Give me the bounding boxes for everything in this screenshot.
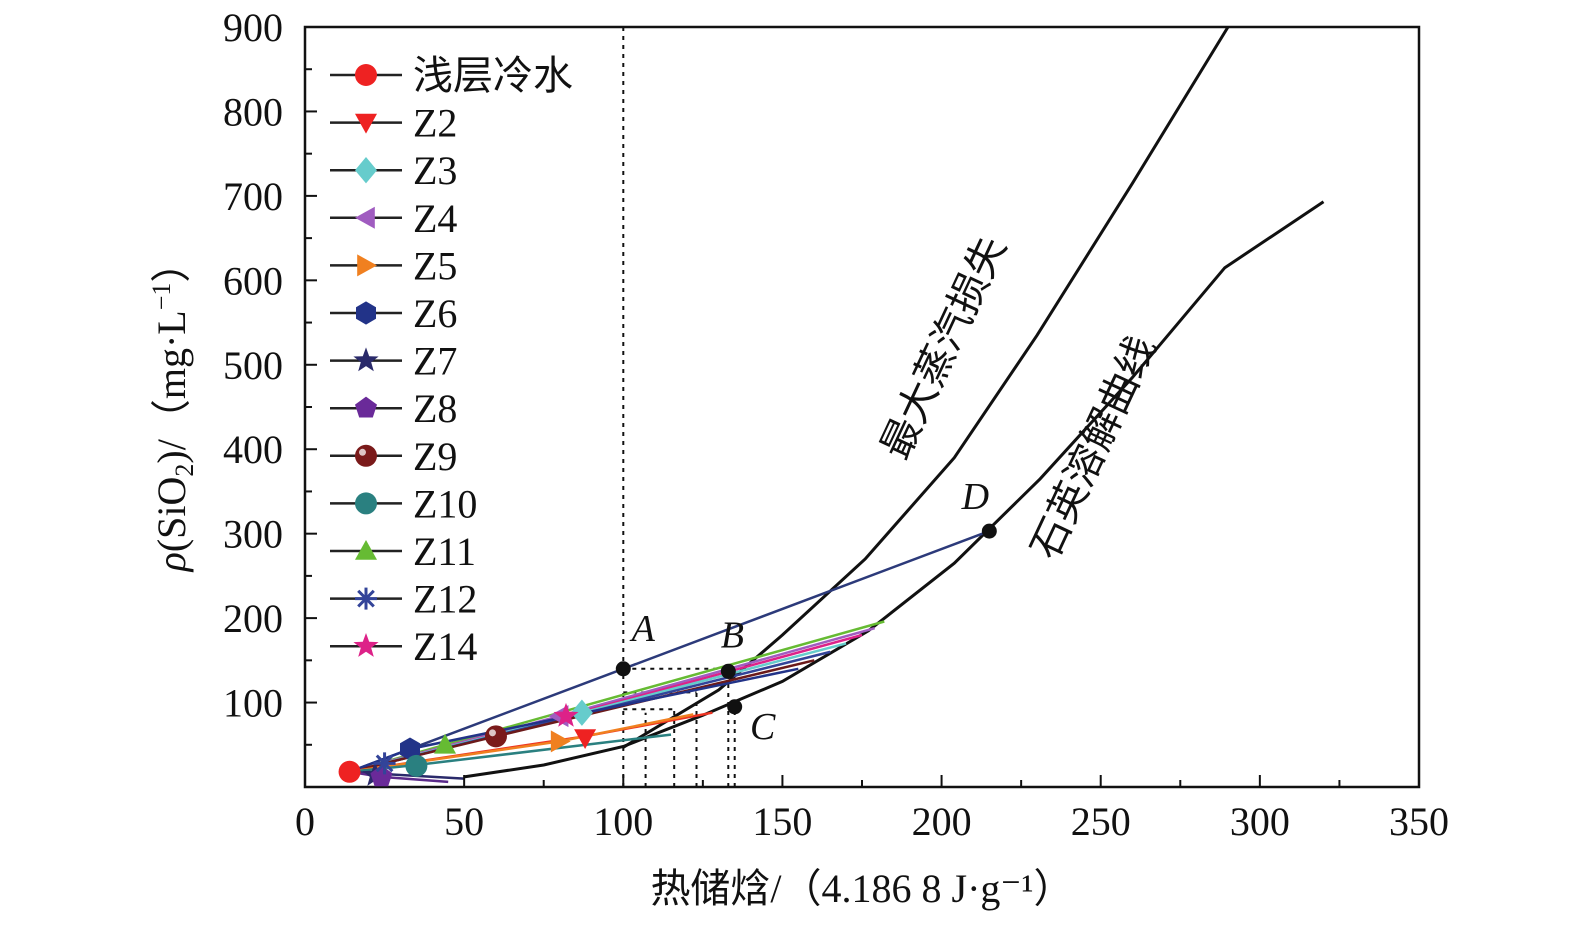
x-tick-label: 300	[1230, 799, 1290, 844]
legend-label: Z8	[413, 386, 457, 431]
key-point-B	[721, 664, 736, 679]
x-tick-label: 250	[1071, 799, 1131, 844]
y-tick-label: 200	[223, 596, 283, 641]
y-tick-label: 800	[223, 89, 283, 134]
x-tick-label: 50	[444, 799, 484, 844]
y-axis-title-pre: (SiO	[149, 477, 194, 553]
y-tick-label: 100	[223, 681, 283, 726]
legend-label: Z4	[413, 196, 457, 241]
data-point-9-body	[485, 725, 507, 747]
y-tick-label: 900	[223, 5, 283, 50]
x-tick-label: 350	[1389, 799, 1449, 844]
key-point-label-D: D	[961, 476, 989, 518]
curve-label-quartz: 石英溶解曲线	[1022, 329, 1164, 566]
legend-label: Z9	[413, 434, 457, 479]
data-point-12	[374, 752, 396, 774]
key-point-A	[616, 661, 631, 676]
key-point-label-A: A	[629, 608, 656, 650]
legend-label: Z14	[413, 624, 477, 669]
legend-marker	[355, 445, 377, 467]
legend-marker	[355, 207, 375, 229]
plot-frame	[305, 27, 1419, 787]
legend-marker	[353, 347, 378, 371]
y-tick-label: 700	[223, 174, 283, 219]
legend-label: Z2	[413, 101, 457, 146]
legend-label: 浅层冷水	[413, 53, 573, 98]
legend-marker	[355, 492, 377, 514]
y-axis-title-rho: ρ	[149, 552, 194, 573]
y-tick-label: 500	[223, 343, 283, 388]
y-axis-title-sup: −1	[147, 283, 176, 311]
quartz-solubility-curve	[464, 202, 1323, 777]
key-point-D	[982, 524, 997, 539]
axis-ticks: 0 50 100 150 200 250 300 350 100 200 300 400 500 600 7…	[223, 5, 1449, 844]
legend-marker-highlight	[359, 449, 366, 456]
key-point-label-C: C	[750, 706, 776, 748]
legend-label: Z12	[413, 577, 477, 622]
key-point-label-B: B	[721, 614, 744, 656]
y-axis-title: ρ(SiO2)/（mg·L−1）	[147, 243, 199, 574]
data-point-9-highlight	[489, 729, 496, 736]
legend-label: Z3	[413, 148, 457, 193]
data-point-10	[405, 755, 427, 777]
key-point-C	[727, 699, 742, 714]
legend: 浅层冷水Z2Z3Z4Z5Z6Z7Z8Z9Z10Z11Z12Z14	[330, 53, 573, 669]
legend-label: Z5	[413, 243, 457, 288]
legend-label: Z11	[413, 529, 476, 574]
data-point-9	[485, 725, 507, 747]
legend-marker	[355, 588, 377, 610]
y-axis-title-post: )/（mg·L	[149, 310, 194, 463]
x-tick-label: 100	[593, 799, 653, 844]
y-tick-label: 400	[223, 427, 283, 472]
data-point-5	[551, 730, 571, 752]
legend-label: Z6	[413, 291, 457, 336]
y-tick-label: 600	[223, 258, 283, 303]
chart: 0 50 100 150 200 250 300 350 100 200 300 400 500 600 7…	[0, 0, 1575, 927]
legend-marker	[353, 633, 378, 657]
legend-label: Z10	[413, 481, 477, 526]
x-axis-title: 热储焓/（4.186 8 J·g⁻¹）	[650, 866, 1073, 911]
x-tick-label: 200	[912, 799, 972, 844]
y-axis-title-sub: 2	[170, 464, 199, 477]
x-tick-label: 150	[752, 799, 812, 844]
data-point-1	[339, 761, 361, 783]
legend-label: Z7	[413, 339, 457, 384]
x-tick-label: 0	[295, 799, 315, 844]
legend-marker-body	[355, 445, 377, 467]
legend-marker	[355, 64, 377, 86]
legend-marker	[355, 157, 377, 183]
legend-marker	[355, 397, 377, 418]
y-axis-title-end: ）	[149, 243, 194, 283]
plot-area	[305, 27, 1419, 787]
y-tick-label: 300	[223, 512, 283, 557]
legend-marker	[356, 301, 376, 324]
legend-marker	[357, 254, 377, 276]
curve-label-steam-loss: 最大蒸汽损失	[872, 229, 1014, 466]
